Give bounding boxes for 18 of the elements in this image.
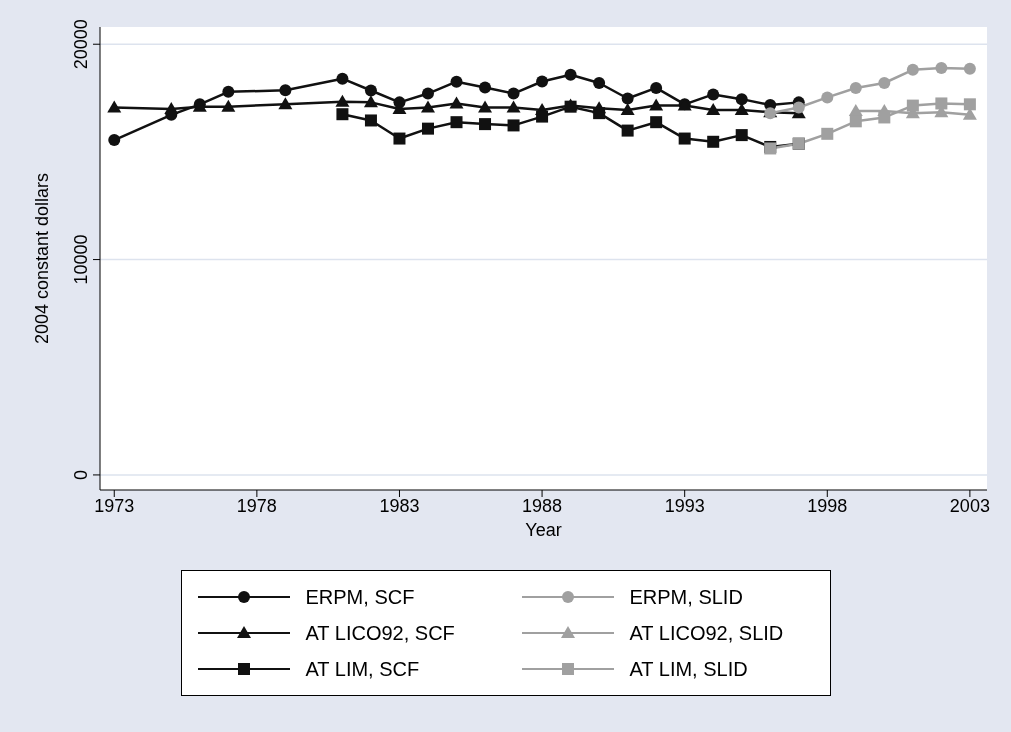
x-tick-label: 1988 xyxy=(522,495,563,516)
legend-label: AT LIM, SCF xyxy=(305,657,420,681)
legend-label: ERPM, SLID xyxy=(629,585,743,609)
x-tick-label: 2003 xyxy=(949,495,990,516)
legend-label: ERPM, SCF xyxy=(305,585,415,609)
y-tick-label: 0 xyxy=(71,469,91,480)
legend-label: AT LICO92, SLID xyxy=(629,621,784,645)
x-tick-label: 1978 xyxy=(236,495,277,516)
legend-label: AT LICO92, SCF xyxy=(305,621,455,645)
x-tick-label: 1973 xyxy=(94,495,135,516)
x-axis-title: Year xyxy=(525,520,562,540)
y-axis-title: 2004 constant dollars xyxy=(32,172,53,345)
y-tick-label: 20000 xyxy=(71,19,91,70)
x-tick-label: 1993 xyxy=(664,495,705,516)
x-tick-label: 1983 xyxy=(379,495,420,516)
x-tick-label: 1998 xyxy=(807,495,848,516)
legend-label: AT LIM, SLID xyxy=(629,657,748,681)
y-tick-label: 10000 xyxy=(71,234,91,285)
